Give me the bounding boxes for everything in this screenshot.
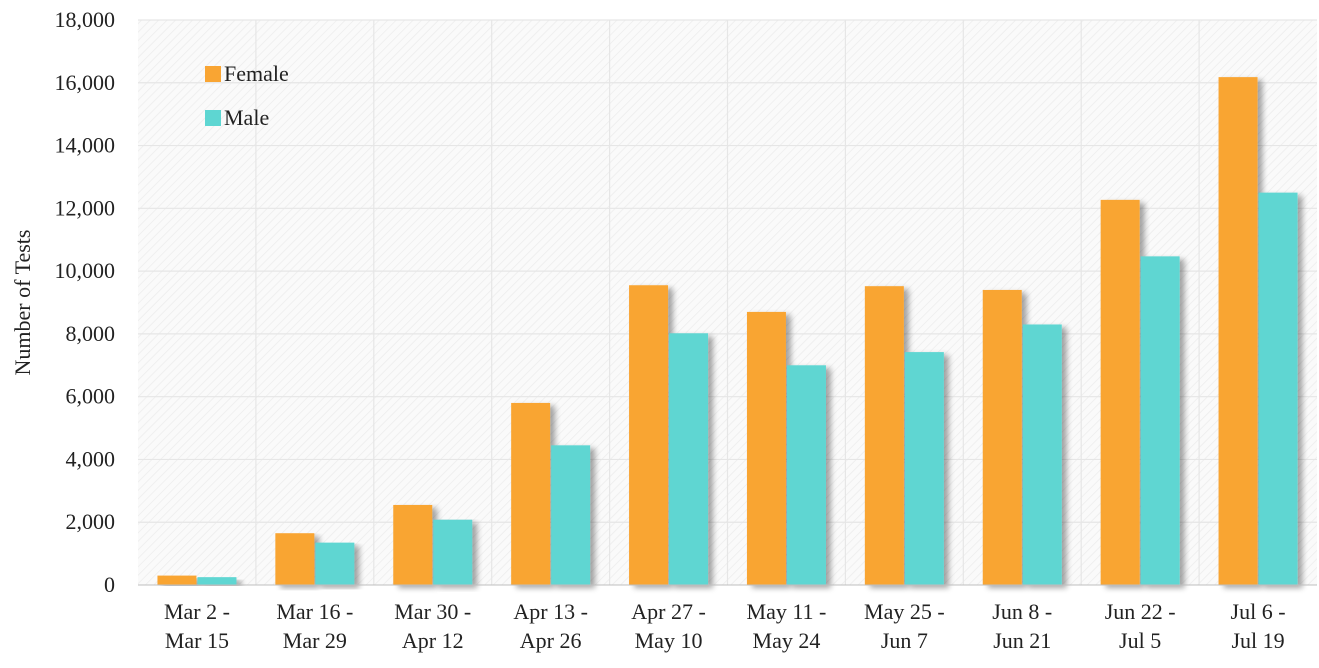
bar-male-0 — [197, 577, 237, 585]
y-tick-label-9: 18,000 — [55, 7, 116, 32]
x-axis-ticks: Mar 2 - Mar 15 Mar 16 - Mar 29 Mar 30 - Apr 1… — [164, 599, 1286, 653]
x-tick-label-7: Jun 8 - Jun 21 — [992, 599, 1052, 653]
x-tick-label-1-line-0: Mar 16 - — [276, 599, 353, 624]
x-tick-label-0: Mar 2 - Mar 15 — [164, 599, 230, 653]
y-tick-label-2: 4,000 — [66, 446, 116, 471]
x-tick-label-7-line-0: Jun 8 - — [992, 599, 1052, 624]
x-tick-label-6-line-0: May 25 - — [864, 599, 945, 624]
bar-male-5 — [786, 365, 826, 585]
x-tick-label-8-line-1: Jul 5 — [1119, 628, 1161, 653]
x-tick-label-9: Jul 6 - Jul 19 — [1231, 599, 1286, 653]
x-tick-label-7-line-1: Jun 21 — [993, 628, 1051, 653]
bar-female-1 — [275, 533, 315, 585]
bar-female-4 — [629, 285, 669, 585]
legend-label-female: Female — [224, 61, 289, 86]
x-tick-label-3-line-1: Apr 26 — [520, 628, 582, 653]
y-tick-label-7: 14,000 — [55, 133, 116, 158]
x-tick-label-2-line-1: Apr 12 — [402, 628, 464, 653]
bar-female-9 — [1218, 77, 1258, 585]
x-tick-label-1-line-1: Mar 29 — [283, 628, 347, 653]
x-tick-label-0-line-0: Mar 2 - — [164, 599, 230, 624]
bar-male-7 — [1022, 324, 1062, 585]
legend-label-male: Male — [224, 105, 269, 130]
gridlines — [138, 19, 1317, 585]
x-tick-label-6: May 25 - Jun 7 — [864, 599, 945, 653]
bar-male-3 — [551, 445, 591, 585]
bar-female-7 — [982, 289, 1022, 585]
x-tick-label-3-line-0: Apr 13 - — [513, 599, 588, 624]
bar-female-2 — [393, 504, 433, 585]
y-axis-label: Number of Tests — [10, 230, 35, 376]
x-tick-label-5: May 11 - May 24 — [747, 599, 827, 653]
x-tick-label-9-line-1: Jul 19 — [1231, 628, 1284, 653]
y-tick-label-5: 10,000 — [55, 258, 116, 283]
x-tick-label-2: Mar 30 - Apr 12 — [394, 599, 471, 653]
x-tick-label-0-line-1: Mar 15 — [165, 628, 229, 653]
bar-male-2 — [433, 519, 473, 585]
y-tick-label-4: 8,000 — [66, 321, 116, 346]
x-tick-label-3: Apr 13 - Apr 26 — [513, 599, 588, 653]
x-tick-label-5-line-1: May 24 — [753, 628, 821, 653]
x-tick-label-1: Mar 16 - Mar 29 — [276, 599, 353, 653]
y-tick-label-8: 16,000 — [55, 70, 116, 95]
bars — [157, 77, 1298, 585]
bar-male-1 — [315, 542, 355, 585]
bar-female-5 — [746, 311, 786, 585]
legend-swatch-female — [205, 66, 221, 82]
x-tick-label-4: Apr 27 - May 10 — [631, 599, 706, 653]
bar-male-4 — [669, 333, 709, 585]
bar-male-9 — [1258, 192, 1298, 585]
x-tick-label-2-line-0: Mar 30 - — [394, 599, 471, 624]
x-tick-label-8-line-0: Jun 22 - — [1105, 599, 1176, 624]
x-tick-label-5-line-0: May 11 - — [747, 599, 827, 624]
bar-female-3 — [511, 402, 551, 585]
x-tick-label-9-line-0: Jul 6 - — [1231, 599, 1286, 624]
legend-swatch-male — [205, 110, 221, 126]
bar-female-6 — [864, 286, 904, 585]
bar-male-8 — [1140, 256, 1180, 585]
y-tick-label-0: 0 — [104, 572, 115, 597]
x-tick-label-4-line-1: May 10 — [635, 628, 703, 653]
y-tick-label-3: 6,000 — [66, 384, 116, 409]
x-tick-label-6-line-1: Jun 7 — [881, 628, 928, 653]
bar-male-6 — [904, 352, 944, 585]
y-axis-ticks: 0 2,000 4,000 6,000 8,000 10,000 12,000 14,000 1… — [55, 7, 116, 597]
legend: Female Male — [205, 61, 289, 130]
bar-female-8 — [1100, 199, 1140, 585]
x-tick-label-4-line-0: Apr 27 - — [631, 599, 706, 624]
x-tick-label-8: Jun 22 - Jul 5 — [1105, 599, 1176, 653]
y-tick-label-1: 2,000 — [66, 509, 116, 534]
bar-female-0 — [157, 575, 197, 585]
y-tick-label-6: 12,000 — [55, 195, 116, 220]
